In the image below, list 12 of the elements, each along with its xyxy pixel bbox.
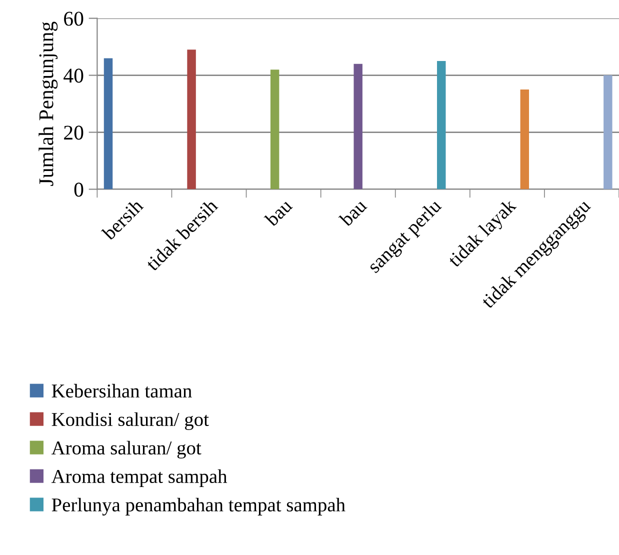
y-tick-label: 0 — [74, 182, 84, 197]
y-tick-label: 60 — [64, 12, 84, 26]
legend-label: Kebersihan taman — [52, 384, 192, 398]
y-tick-label: 20 — [64, 126, 84, 140]
legend-label: Kondisi saluran/ got — [52, 412, 209, 430]
legend-label: Aroma saluran/ got — [51, 440, 202, 459]
x-tick-label: bau — [264, 198, 293, 228]
y-tick-label: 40 — [64, 68, 84, 83]
legend-label: Perlunya penambahan tempat sampah — [52, 498, 346, 516]
y-axis-title: Jumlah Pengunjung — [38, 22, 58, 186]
x-tick-label: bau — [338, 198, 368, 228]
legend-label: Aroma tempat sampah — [51, 469, 228, 487]
